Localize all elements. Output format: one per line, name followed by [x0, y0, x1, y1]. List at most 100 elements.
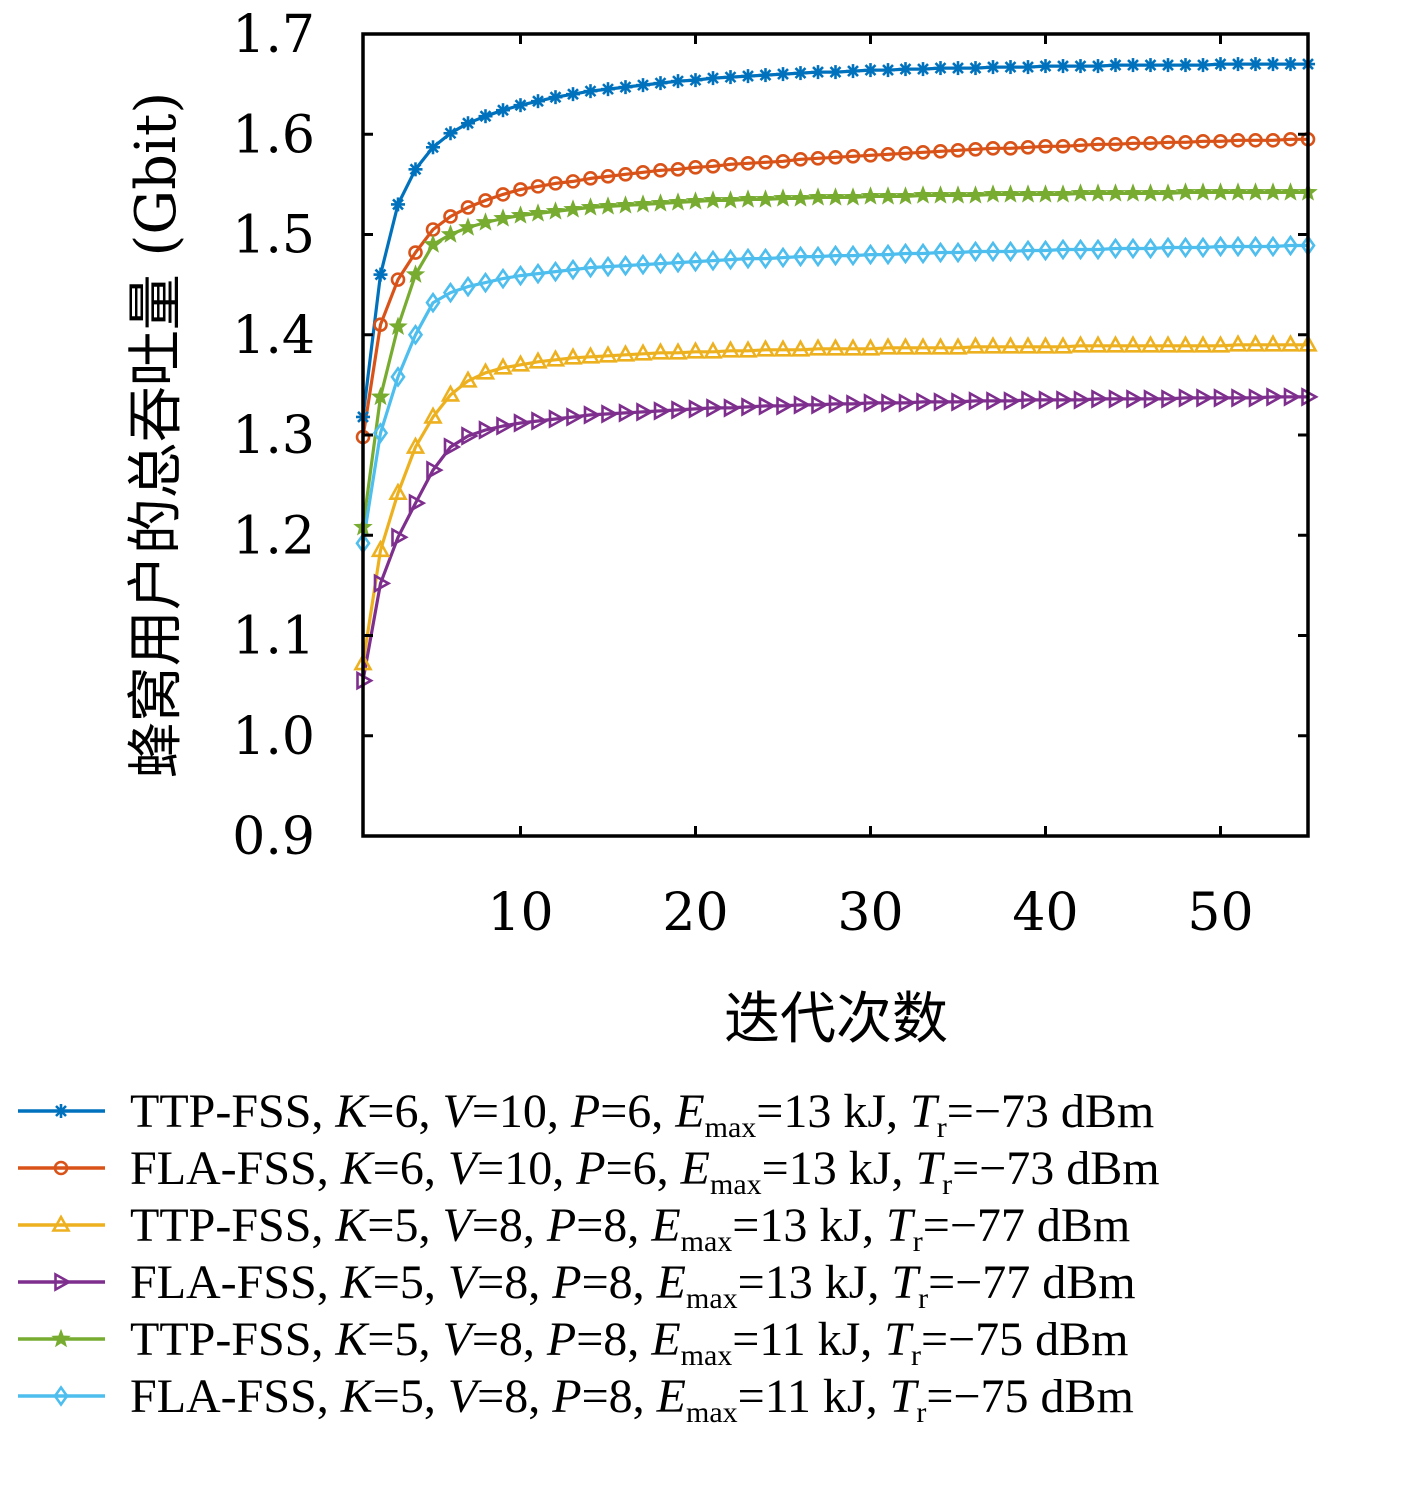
star-marker — [1245, 182, 1266, 201]
star-marker — [598, 196, 618, 215]
circle-marker — [968, 141, 983, 157]
star-marker — [755, 189, 776, 208]
circle-marker — [828, 150, 843, 165]
triangle-right-marker — [986, 391, 1004, 411]
circle-marker — [880, 147, 896, 162]
diamond-marker — [757, 247, 774, 270]
star-marker — [703, 190, 723, 209]
x-tick-label: 10 — [487, 883, 553, 943]
asterisk-marker — [636, 78, 650, 93]
circle-marker — [548, 176, 563, 191]
star-marker — [423, 234, 443, 253]
diamond-marker — [1230, 235, 1246, 258]
asterisk-marker — [828, 65, 843, 80]
triangle-up-marker — [738, 340, 758, 358]
asterisk-marker — [723, 70, 738, 85]
star-marker — [405, 264, 426, 283]
diamond-marker — [1265, 235, 1281, 258]
legend-entry-2: FLA-FSS, K=6, V=10, P=6, Emax=13 kJ, Tr=… — [18, 1142, 1160, 1201]
circle-marker — [950, 142, 966, 158]
circle-marker — [443, 209, 458, 224]
triangle-right-marker — [373, 573, 392, 594]
diamond-marker — [880, 243, 896, 266]
circle-marker — [1178, 134, 1193, 150]
triangle-right-marker — [1073, 390, 1092, 410]
triangle-up-marker — [825, 338, 846, 356]
diamond-marker — [547, 260, 564, 283]
star-marker — [388, 316, 408, 335]
triangle-right-marker — [1056, 390, 1074, 410]
series-markers-4 — [356, 387, 1319, 691]
triangle-right-marker — [513, 413, 532, 433]
circle-marker — [1108, 136, 1123, 152]
asterisk-marker — [898, 62, 913, 77]
circle-marker — [1125, 135, 1141, 151]
triangle-right-marker — [1231, 388, 1249, 408]
triangle-right-marker — [951, 392, 969, 412]
triangle-up-marker — [948, 337, 968, 355]
legend-entry-3: TTP-FSS, K=5, V=8, P=8, Emax=13 kJ, Tr=−… — [18, 1199, 1130, 1258]
triangle-up-marker — [685, 341, 706, 359]
asterisk-marker — [1091, 59, 1105, 74]
triangle-right-marker — [566, 407, 584, 427]
star-marker — [790, 188, 811, 207]
diamond-marker — [1072, 238, 1089, 261]
circle-marker — [723, 157, 738, 172]
circle-marker — [390, 272, 406, 287]
circle-marker — [915, 144, 931, 160]
triangle-right-marker — [1161, 389, 1179, 409]
triangle-up-marker — [650, 342, 671, 360]
triangle-right-marker — [636, 402, 654, 422]
star-marker — [493, 208, 513, 227]
x-axis-label: 迭代次数 — [724, 987, 948, 1052]
triangle-right-marker — [776, 396, 794, 416]
star-marker — [615, 195, 636, 214]
diamond-marker — [687, 250, 704, 273]
star-marker — [1105, 183, 1126, 202]
circle-marker — [740, 156, 756, 171]
circle-marker — [460, 200, 476, 215]
triangle-up-marker — [388, 482, 408, 500]
triangle-up-marker — [1228, 334, 1248, 352]
asterisk-marker — [618, 80, 633, 95]
diamond-marker — [950, 241, 966, 264]
star-marker — [545, 201, 566, 220]
star-marker — [1018, 184, 1038, 203]
asterisk-marker — [1143, 58, 1158, 73]
y-tick-label: 1.3 — [232, 406, 315, 466]
circle-marker — [583, 171, 598, 186]
triangle-right-marker — [828, 394, 847, 414]
diamond-marker — [582, 256, 599, 279]
triangle-up-marker — [965, 336, 986, 354]
diamond-marker — [1177, 236, 1194, 259]
star-marker — [563, 199, 583, 218]
diamond-marker — [1195, 236, 1211, 259]
triangle-right-marker — [846, 394, 864, 414]
asterisk-marker — [1021, 60, 1035, 75]
star-marker — [528, 203, 548, 222]
asterisk-marker — [373, 267, 388, 282]
triangle-right-marker — [1248, 388, 1267, 408]
triangle-right-marker — [1143, 389, 1162, 409]
circle-marker — [863, 148, 878, 163]
diamond-marker — [915, 242, 931, 265]
star-marker — [773, 188, 793, 207]
circle-marker — [53, 1160, 69, 1176]
diamond-marker — [1002, 240, 1019, 263]
asterisk-marker — [548, 90, 563, 105]
asterisk-marker — [671, 74, 685, 89]
triangle-up-marker — [1035, 336, 1056, 354]
asterisk-marker — [1213, 57, 1228, 72]
triangle-right-marker — [461, 426, 479, 446]
triangle-right-marker — [1003, 391, 1022, 411]
star-marker — [668, 192, 688, 211]
triangle-up-marker — [720, 340, 741, 358]
asterisk-marker — [968, 61, 983, 76]
circle-marker — [845, 149, 861, 164]
star-marker — [720, 190, 741, 209]
star-marker — [930, 185, 951, 204]
triangle-right-marker — [758, 396, 777, 416]
diamond-marker — [897, 242, 914, 265]
triangle-right-marker — [1196, 388, 1214, 408]
triangle-right-marker — [601, 404, 619, 424]
